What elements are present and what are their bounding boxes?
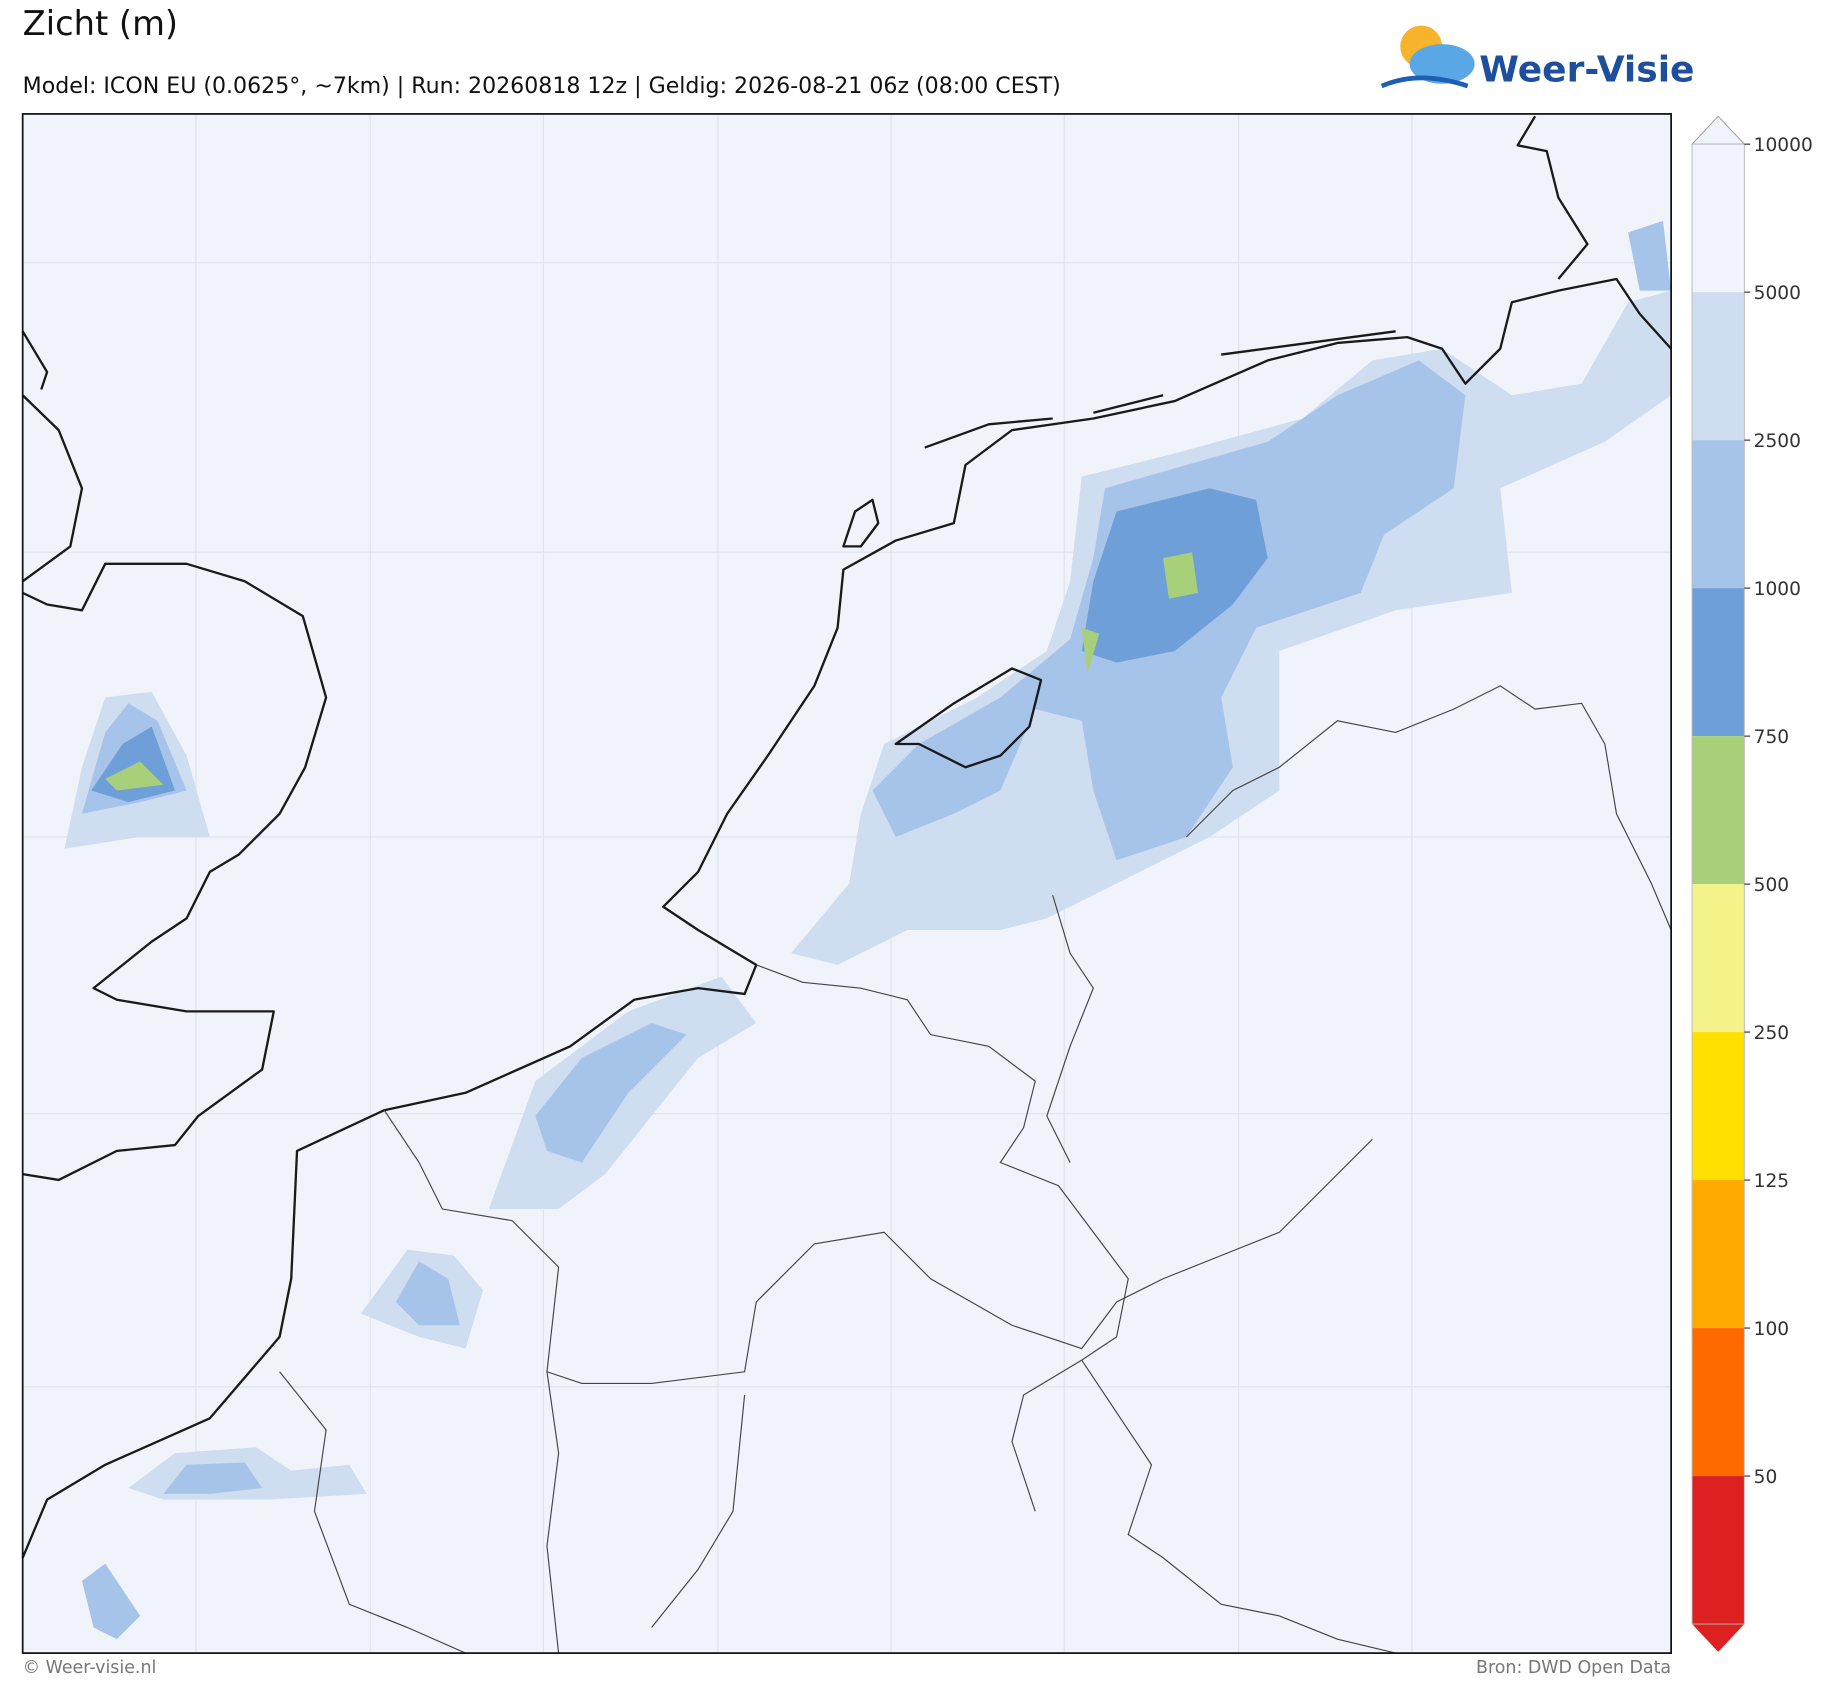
colorbar-band — [1692, 144, 1745, 293]
coastline — [21, 330, 328, 1182]
visibility-area — [81, 1563, 141, 1640]
colorbar-tick-label: 500 — [1754, 875, 1790, 896]
colorbar-tick-label: 50 — [1754, 1467, 1778, 1488]
logo-wave — [1380, 75, 1469, 89]
colorbar-tick-label: 125 — [1754, 1171, 1790, 1192]
map — [21, 113, 1672, 1654]
logo: Weer-Visie — [1380, 25, 1694, 90]
graticule — [22, 113, 1672, 1654]
coastlines — [21, 115, 1672, 1559]
visibility-area — [395, 1261, 460, 1326]
colorbar-tick-label: 10000 — [1754, 135, 1813, 156]
visibility-fields — [64, 220, 1672, 1640]
colorbar-band — [1692, 588, 1745, 737]
border — [756, 964, 1129, 1512]
colorbar-tick-label: 1000 — [1754, 579, 1801, 600]
colorbar-tick-label: 5000 — [1754, 283, 1801, 304]
coastline — [21, 277, 1672, 1559]
map-background — [22, 113, 1672, 1654]
colorbar-band — [1692, 1180, 1745, 1329]
colorbar-band — [1692, 884, 1745, 1033]
footer-right: Bron: DWD Open Data — [1476, 1658, 1671, 1678]
map-frame — [21, 113, 1672, 1654]
coastline — [894, 667, 1043, 769]
colorbar: 10000 5000 2500 1000 750 500 250 125 100 50 — [1690, 115, 1813, 1652]
footer-left: © Weer-visie.nl — [23, 1658, 157, 1678]
colorbar-tick-label: 100 — [1754, 1319, 1790, 1340]
visibility-area — [535, 1023, 687, 1163]
colorbar-band — [1692, 736, 1745, 885]
borders — [279, 685, 1672, 1654]
colorbar-band — [1692, 1476, 1745, 1625]
visibility-area — [1163, 552, 1198, 599]
visibility-area — [163, 1462, 263, 1494]
coastline — [842, 115, 1589, 548]
logo-cloud — [1409, 44, 1475, 84]
colorbar-extension — [1690, 115, 1746, 145]
logo-text: Weer-Visie — [1479, 49, 1694, 90]
visibility-area — [105, 761, 164, 791]
border — [279, 1359, 1396, 1654]
colorbar-band — [1692, 292, 1745, 441]
visibility-area — [1628, 220, 1672, 291]
border — [383, 1109, 1373, 1384]
subtitle: Model: ICON EU (0.0625°, ~7km) | Run: 20… — [23, 74, 1061, 99]
colorbar-band — [1692, 1032, 1745, 1181]
colorbar-tick-label: 2500 — [1754, 431, 1801, 452]
colorbar-band — [1692, 440, 1745, 589]
colorbar-tick-label: 750 — [1754, 727, 1790, 748]
colorbar-band — [1692, 1328, 1745, 1477]
colorbar-tick-label: 250 — [1754, 1023, 1790, 1044]
colorbar-extension — [1692, 1624, 1745, 1652]
border — [1046, 685, 1672, 1163]
title: Zicht (m) — [23, 4, 178, 43]
